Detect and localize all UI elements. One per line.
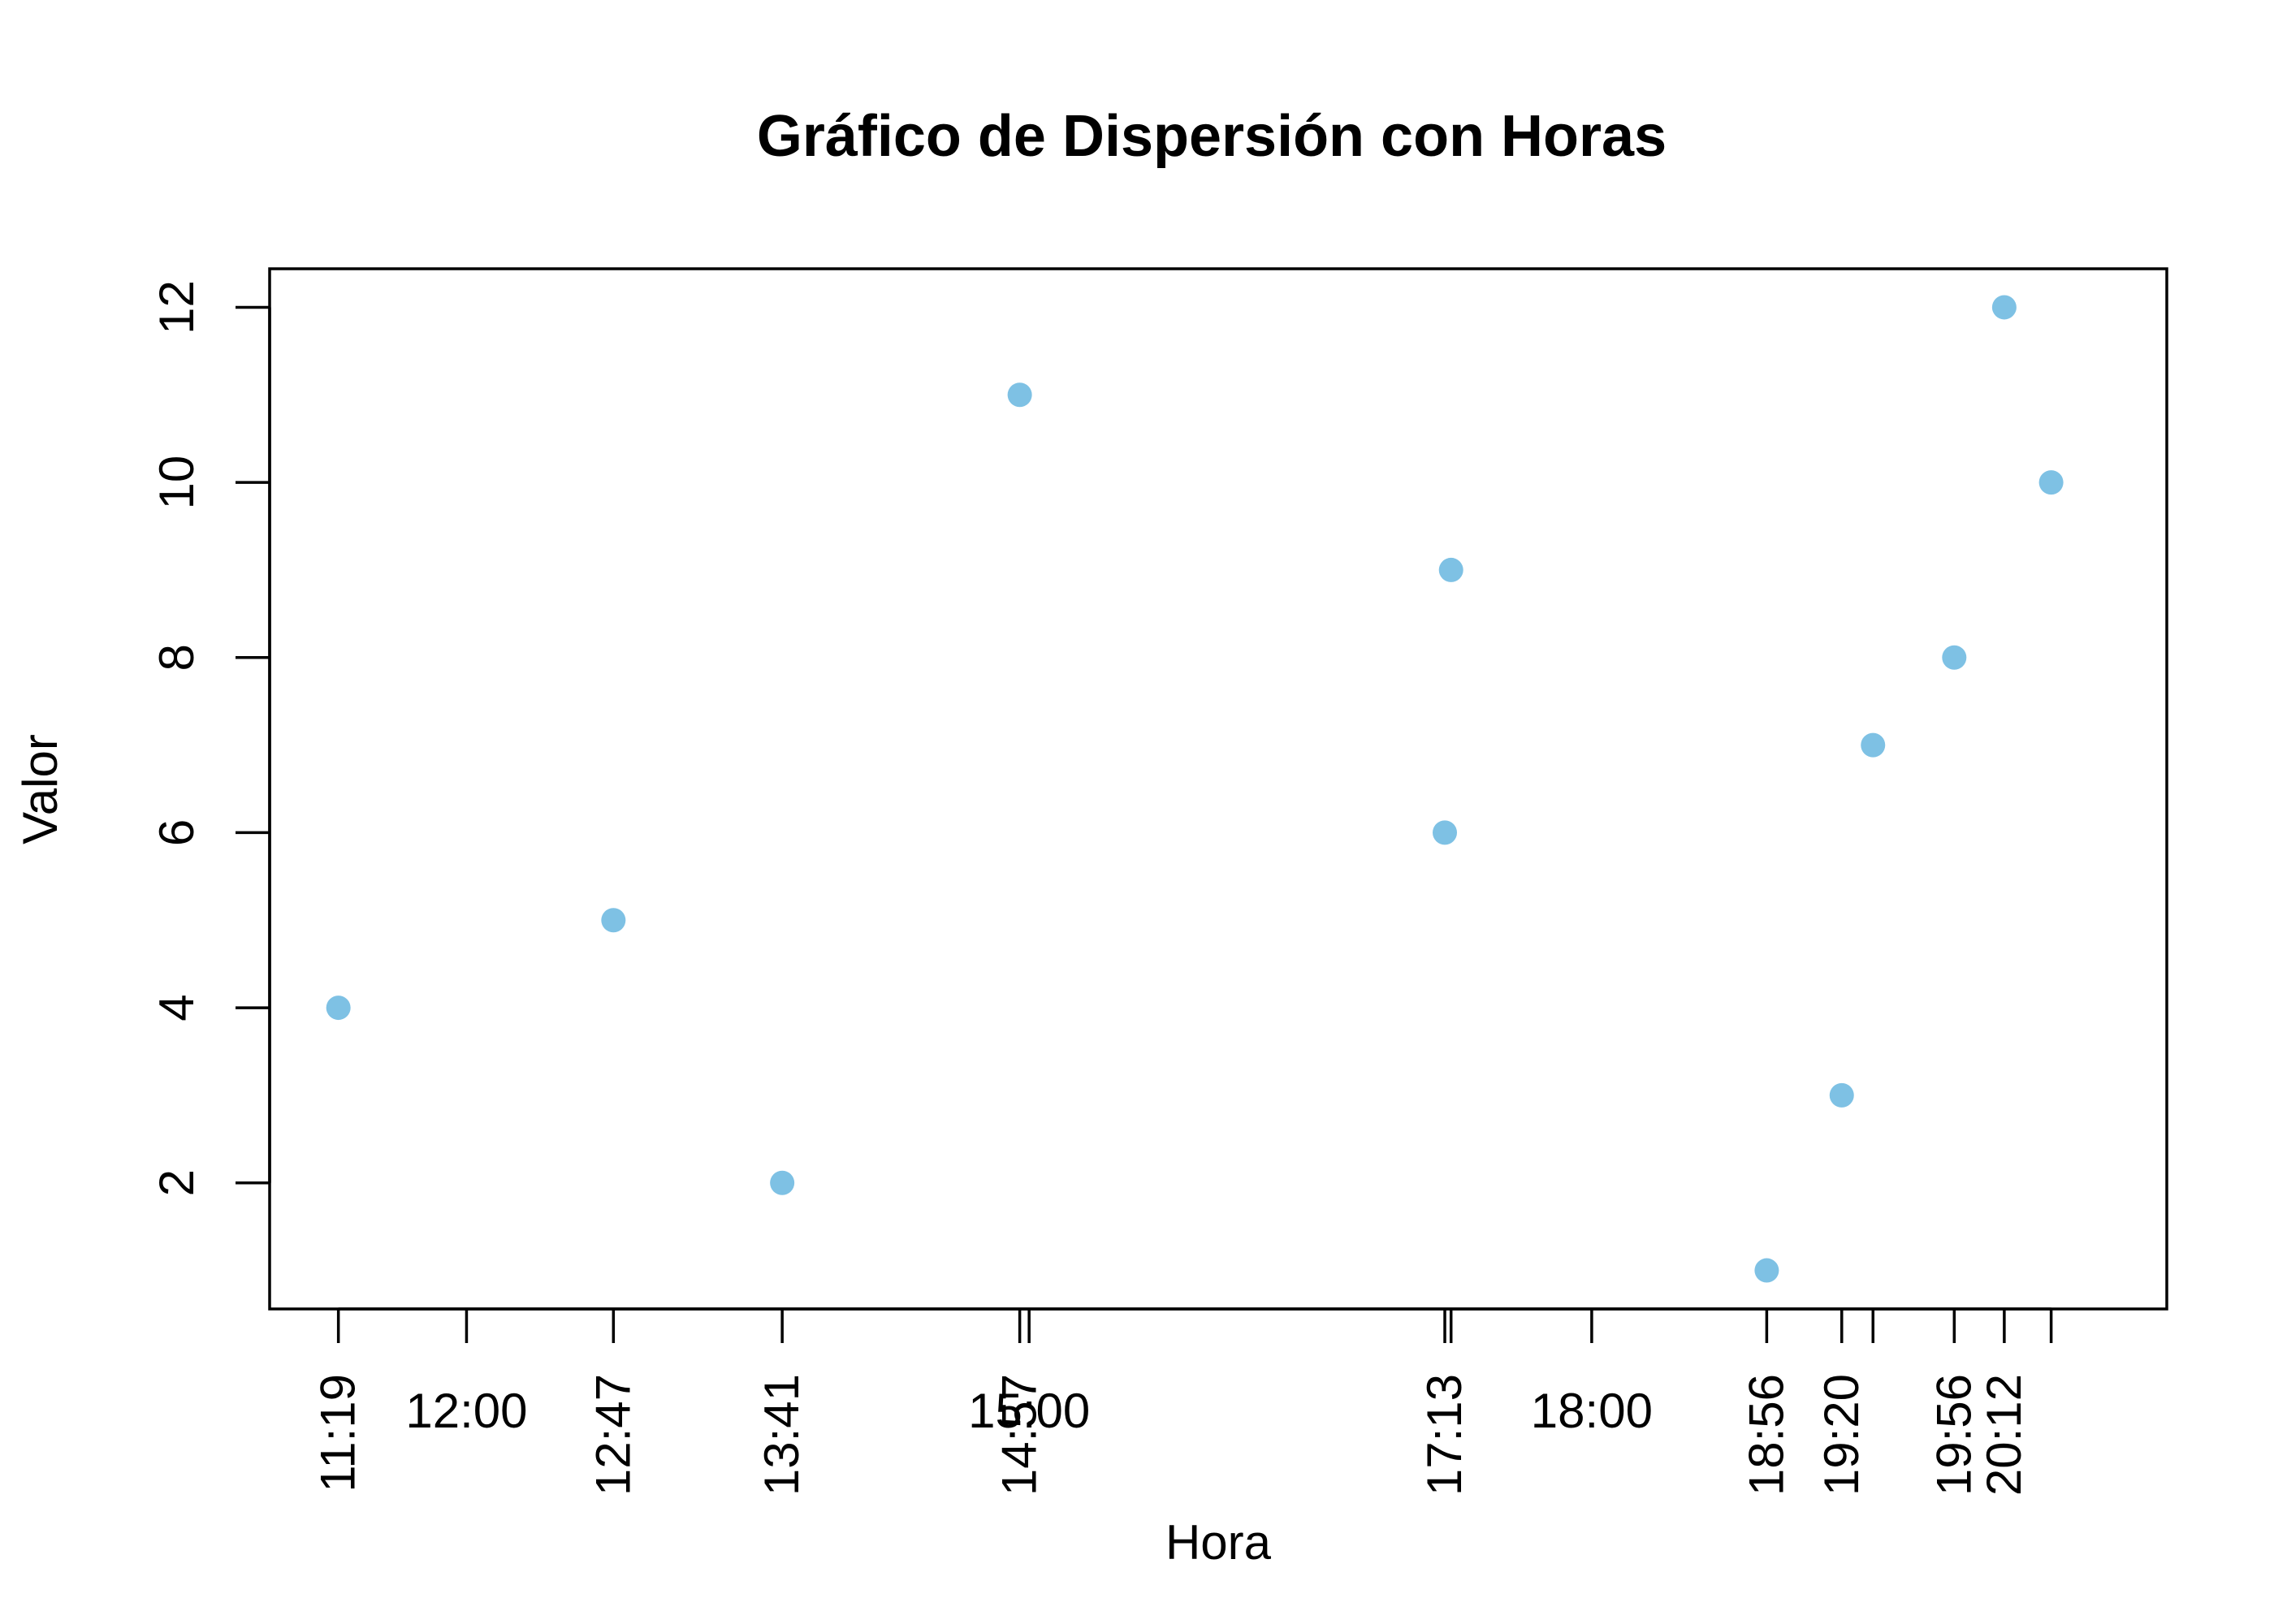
x-axis-label: Hora [1165, 1515, 1272, 1570]
data-points [326, 295, 2064, 1283]
x-tick-label: 20:12 [1977, 1374, 2031, 1496]
x-tick-label: 14:57 [992, 1374, 1047, 1496]
plot-frame [268, 267, 2168, 1311]
x-tick-label: 12:00 [405, 1384, 527, 1438]
x-tick-label: 19:56 [1926, 1374, 1981, 1496]
data-point [2038, 470, 2064, 495]
data-point [326, 996, 351, 1021]
y-tick-label: 6 [149, 819, 204, 846]
data-point [601, 908, 626, 933]
x-tick-label: 17:13 [1417, 1374, 1472, 1496]
x-tick-label: 19:20 [1814, 1374, 1869, 1496]
x-axis: 12:00 15:00 18:00 11:19 12:47 13:41 14:57 17:13… [311, 1307, 2053, 1496]
data-point [1754, 1258, 1779, 1283]
data-point [1438, 557, 1463, 582]
data-point [1007, 382, 1032, 408]
data-point [1433, 820, 1458, 845]
y-tick-label: 4 [149, 994, 204, 1021]
chart-title: Gráfico de Dispersión con Horas [757, 104, 1667, 169]
x-tick-label: 11:19 [311, 1374, 365, 1492]
data-point [1861, 732, 1886, 758]
x-tick-label: 18:56 [1739, 1374, 1793, 1496]
data-point [1942, 645, 1967, 670]
data-point [1829, 1082, 1854, 1108]
y-tick-label: 2 [149, 1169, 204, 1196]
y-tick-label: 10 [149, 456, 204, 510]
x-tick-label: 18:00 [1531, 1384, 1653, 1438]
y-tick-label: 12 [149, 280, 204, 335]
data-point [770, 1170, 795, 1195]
y-axis-label: Valor [13, 734, 67, 844]
y-tick-label: 8 [149, 644, 204, 671]
x-tick-label: 15:00 [968, 1384, 1090, 1438]
data-point [1991, 295, 2017, 320]
x-tick-label: 12:47 [586, 1374, 640, 1496]
x-tick-label: 13:41 [754, 1374, 809, 1496]
y-axis: 2 4 6 8 10 12 [149, 280, 271, 1196]
